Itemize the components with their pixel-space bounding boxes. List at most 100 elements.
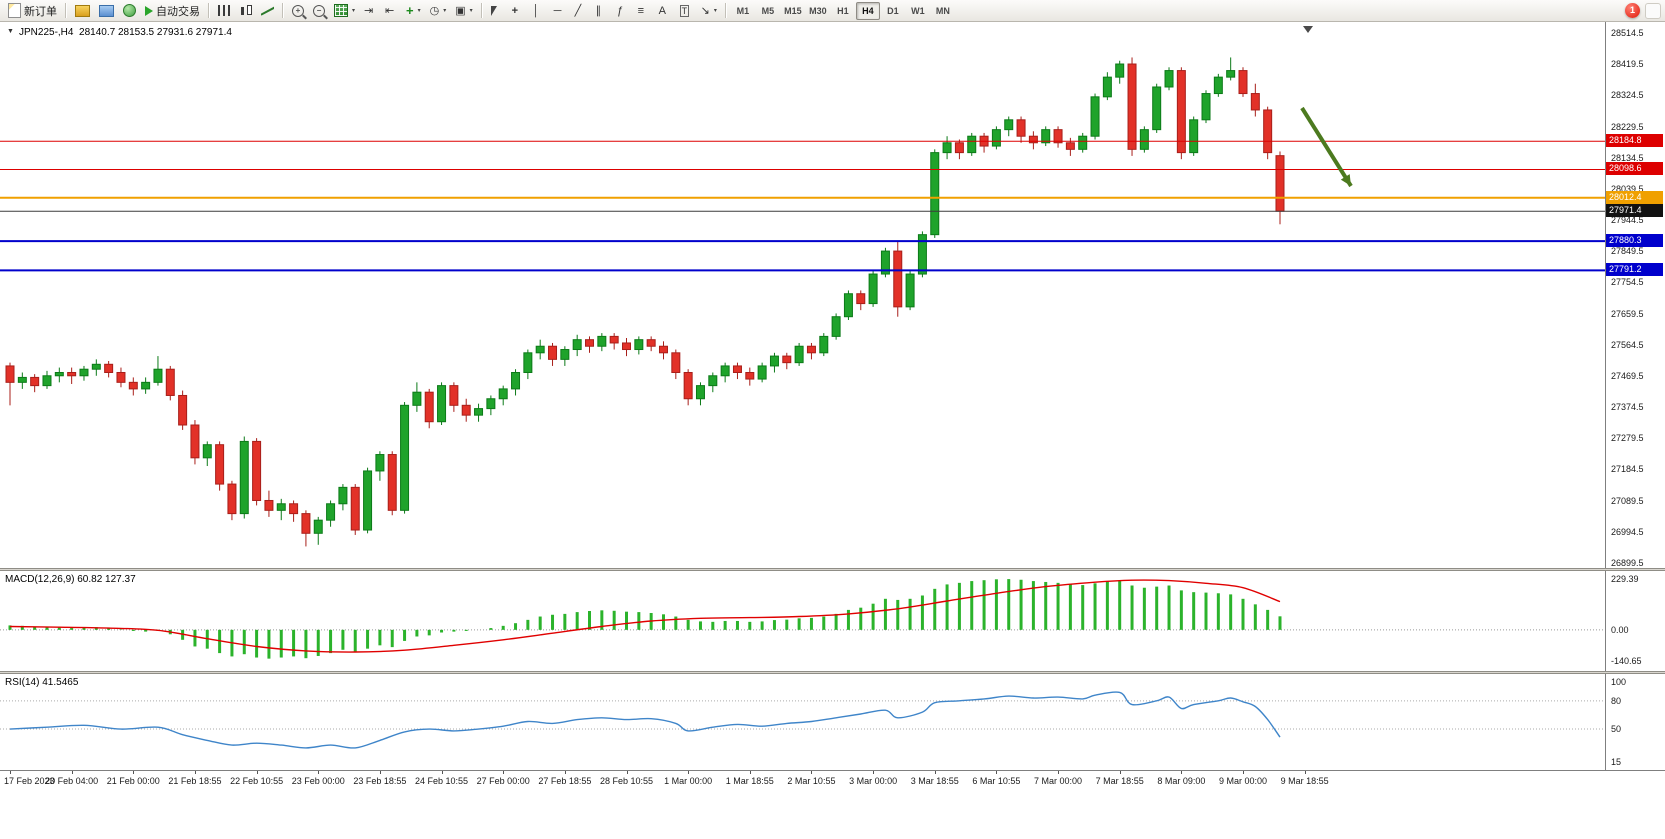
arrows-button[interactable]: ↘ ▾ bbox=[697, 1, 721, 20]
new-chart-icon: + bbox=[406, 2, 414, 18]
macd-axis-tick: 229.39 bbox=[1611, 574, 1639, 584]
shapes-button[interactable]: ≡ bbox=[634, 1, 654, 20]
timeframe-h1[interactable]: H1 bbox=[831, 2, 855, 20]
timeframe-w1[interactable]: W1 bbox=[906, 2, 930, 20]
candle-up bbox=[141, 381, 151, 390]
channel-button[interactable]: ∥ bbox=[592, 1, 612, 20]
time-tick bbox=[441, 771, 443, 774]
time-label: 23 Feb 00:00 bbox=[291, 776, 345, 786]
chart-shift-marker[interactable] bbox=[1303, 26, 1313, 33]
zoom-out-button[interactable]: − bbox=[309, 1, 329, 20]
candle-down bbox=[893, 250, 903, 308]
candle-up bbox=[560, 349, 570, 360]
candle-up bbox=[486, 398, 496, 410]
shapes-icon: ≡ bbox=[637, 4, 645, 17]
candle-up bbox=[474, 408, 484, 416]
cursor-button[interactable] bbox=[487, 1, 507, 20]
trend-arrow[interactable] bbox=[1300, 106, 1353, 188]
time-label: 3 Mar 18:55 bbox=[910, 776, 959, 786]
candle-down bbox=[1176, 70, 1186, 154]
toolbar-separator bbox=[724, 3, 727, 18]
text-button[interactable]: A bbox=[655, 1, 675, 20]
timeframe-m30[interactable]: M30 bbox=[806, 2, 830, 20]
price-tick: 27564.5 bbox=[1611, 339, 1644, 350]
macd-signal-line bbox=[9, 579, 1281, 653]
toolbar-corner-icon[interactable] bbox=[1645, 2, 1661, 19]
candle-down bbox=[646, 339, 656, 347]
candle-down bbox=[622, 342, 631, 351]
timeframe-m1[interactable]: M1 bbox=[731, 2, 755, 20]
notification-badge[interactable]: 1 bbox=[1625, 3, 1640, 18]
price-tick: 28134.5 bbox=[1611, 152, 1644, 163]
auto-scroll-button[interactable]: ⇥ bbox=[360, 1, 380, 20]
channel-icon: ∥ bbox=[595, 4, 602, 17]
chart-shift-button[interactable]: ⇤ bbox=[381, 1, 401, 20]
one-click-trading-toggle[interactable]: ▼ bbox=[7, 28, 14, 35]
time-tick bbox=[194, 771, 196, 774]
time-label: 1 Mar 18:55 bbox=[725, 776, 774, 786]
rsi-label: RSI(14) 41.5465 bbox=[5, 677, 79, 688]
candle-down bbox=[856, 293, 866, 305]
price-tick: 27469.5 bbox=[1611, 370, 1644, 381]
trendline-button[interactable]: ╱ bbox=[571, 1, 591, 20]
bar-chart-button[interactable] bbox=[214, 1, 234, 20]
time-label: 21 Feb 18:55 bbox=[168, 776, 222, 786]
candle-down bbox=[745, 371, 755, 380]
main-chart-canvas[interactable] bbox=[0, 22, 1605, 568]
tile-windows-button[interactable]: ▾ bbox=[330, 1, 359, 20]
candle-down bbox=[165, 368, 175, 396]
macd-canvas[interactable] bbox=[0, 571, 1605, 671]
price-tick: 28039.5 bbox=[1611, 183, 1644, 194]
candlestick-chart-button[interactable] bbox=[235, 1, 256, 20]
text-icon: A bbox=[658, 4, 667, 17]
candle-down bbox=[1263, 109, 1273, 154]
price-badge-resistance-1: 28184.8 bbox=[1606, 134, 1663, 148]
templates-button[interactable]: ▣ ▾ bbox=[451, 1, 476, 20]
timeframe-m15[interactable]: M15 bbox=[781, 2, 805, 20]
candle-down bbox=[1127, 63, 1137, 150]
time-tick bbox=[71, 771, 73, 774]
vertical-line-button[interactable]: │ bbox=[529, 1, 549, 20]
time-tick bbox=[1243, 771, 1244, 774]
price-scale[interactable]: 28514.5 28419.5 28324.5 28229.5 28134.5 28039… bbox=[1605, 22, 1665, 790]
terminal-button[interactable] bbox=[119, 1, 140, 20]
panel-splitter[interactable] bbox=[0, 568, 1665, 571]
candle-up bbox=[708, 375, 718, 387]
panel-splitter[interactable] bbox=[0, 671, 1665, 674]
market-watch-button[interactable] bbox=[71, 1, 94, 20]
zoom-out-icon: − bbox=[313, 4, 325, 17]
line-chart-button[interactable] bbox=[257, 1, 278, 20]
new-order-label: 新订单 bbox=[24, 5, 57, 18]
time-label: 22 Feb 10:55 bbox=[230, 776, 284, 786]
chevron-down-icon: ▾ bbox=[352, 8, 356, 14]
navigator-icon bbox=[99, 4, 114, 17]
crosshair-button[interactable]: + bbox=[508, 1, 528, 20]
text-label-button[interactable]: T bbox=[676, 1, 696, 20]
trendline-icon: ╱ bbox=[574, 4, 582, 17]
new-chart-button[interactable]: + ▾ bbox=[402, 1, 425, 20]
main-chart-panel bbox=[0, 22, 1605, 568]
timeframe-d1[interactable]: D1 bbox=[881, 2, 905, 20]
new-order-button[interactable]: 新订单 bbox=[4, 1, 61, 20]
fibonacci-button[interactable]: ƒ bbox=[613, 1, 633, 20]
timeframe-h4[interactable]: H4 bbox=[855, 1, 880, 20]
navigator-button[interactable] bbox=[95, 1, 118, 20]
time-axis[interactable]: 17 Feb 2023 20 Feb 04:00 21 Feb 00:00 21 Fe… bbox=[0, 770, 1665, 790]
macd-axis-tick: 0.00 bbox=[1611, 624, 1629, 635]
time-label: 20 Feb 04:00 bbox=[45, 776, 99, 786]
timeframe-m5[interactable]: M5 bbox=[756, 2, 780, 20]
zoom-in-button[interactable]: + bbox=[288, 1, 308, 20]
time-label: 23 Feb 18:55 bbox=[353, 776, 407, 786]
market-watch-icon bbox=[75, 4, 90, 17]
horizontal-line-button[interactable]: ─ bbox=[550, 1, 570, 20]
periods-button[interactable]: ◷ ▾ bbox=[426, 1, 451, 20]
timeframe-mn[interactable]: MN bbox=[931, 2, 955, 20]
time-label: 1 Mar 00:00 bbox=[664, 776, 713, 786]
candle-up bbox=[338, 486, 348, 505]
auto-trading-button[interactable]: 自动交易 bbox=[141, 1, 204, 20]
time-label: 17 Feb 2023 bbox=[4, 776, 55, 786]
rsi-canvas[interactable] bbox=[0, 674, 1605, 770]
candle-up bbox=[239, 440, 249, 515]
vertical-line-icon: │ bbox=[532, 4, 540, 17]
timeframe-bar: M1 M5 M15 M30 H1 H4 D1 W1 MN bbox=[731, 1, 955, 20]
